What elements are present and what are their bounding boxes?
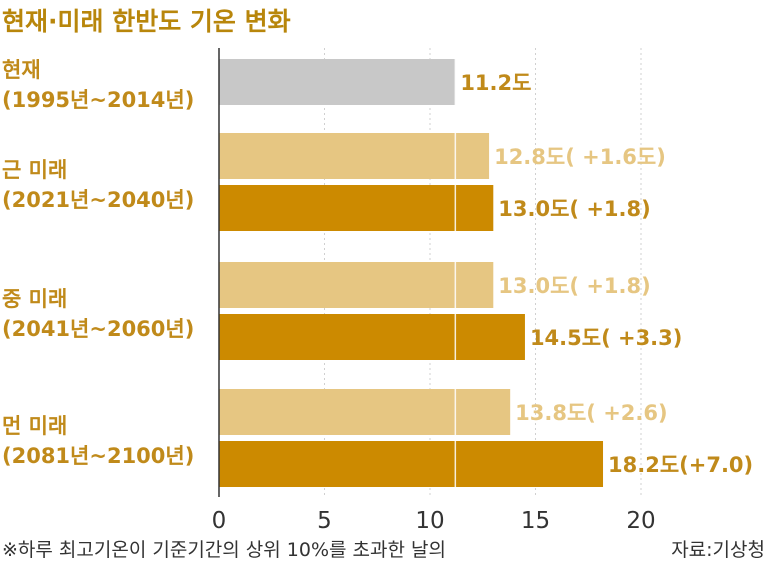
- bars: 11.2도 12.8도( +1.6도) 13.0도( +1.8) 13.0도( +1.…: [219, 58, 753, 497]
- bar-value-label: 11.2도: [460, 71, 531, 95]
- x-tick-label: 5: [317, 508, 332, 534]
- bar: [219, 133, 490, 179]
- x-axis-ticks: 0 5 10 15 20: [212, 48, 656, 534]
- bar: [219, 441, 604, 487]
- category-label-period: (1995년~2014년): [2, 88, 194, 112]
- source-note: 자료:기상청: [671, 539, 765, 561]
- bar-value-label: 18.2도(+7.0): [608, 453, 753, 477]
- x-tick-label: 10: [415, 508, 444, 534]
- category-label-name: 현재: [2, 58, 41, 82]
- category-label-period: (2021년~2040년): [2, 188, 194, 212]
- chart-title: 현재·미래 한반도 기온 변화: [2, 7, 291, 36]
- category-label-name: 중 미래: [2, 287, 67, 311]
- category-label-name: 먼 미래: [2, 414, 67, 438]
- bar: [219, 389, 511, 435]
- bar-value-label: 13.0도( +1.8): [498, 274, 650, 298]
- bar-value-label: 14.5도( +3.3): [530, 326, 682, 350]
- category-label-name: 근 미래: [2, 158, 67, 182]
- category-label-period: (2081년~2100년): [2, 444, 194, 468]
- bar: [219, 59, 456, 105]
- bar: [219, 262, 494, 308]
- bar-value-label: 13.8도( +2.6): [515, 401, 667, 425]
- x-tick-label: 20: [626, 508, 655, 534]
- bar: [219, 314, 525, 360]
- bar-value-label: 13.0도( +1.8): [498, 197, 650, 221]
- category-label-period: (2041년~2060년): [2, 317, 194, 341]
- footnote: ※하루 최고기온이 기준기간의 상위 10%를 초과한 날의: [2, 539, 446, 561]
- bar: [219, 185, 494, 231]
- bar-value-label: 12.8도( +1.6도): [494, 145, 666, 169]
- x-tick-label: 0: [212, 508, 227, 534]
- x-tick-label: 15: [521, 508, 550, 534]
- category-labels: 현재 (1995년~2014년) 근 미래 (2021년~2040년) 중 미래 (204…: [2, 58, 194, 468]
